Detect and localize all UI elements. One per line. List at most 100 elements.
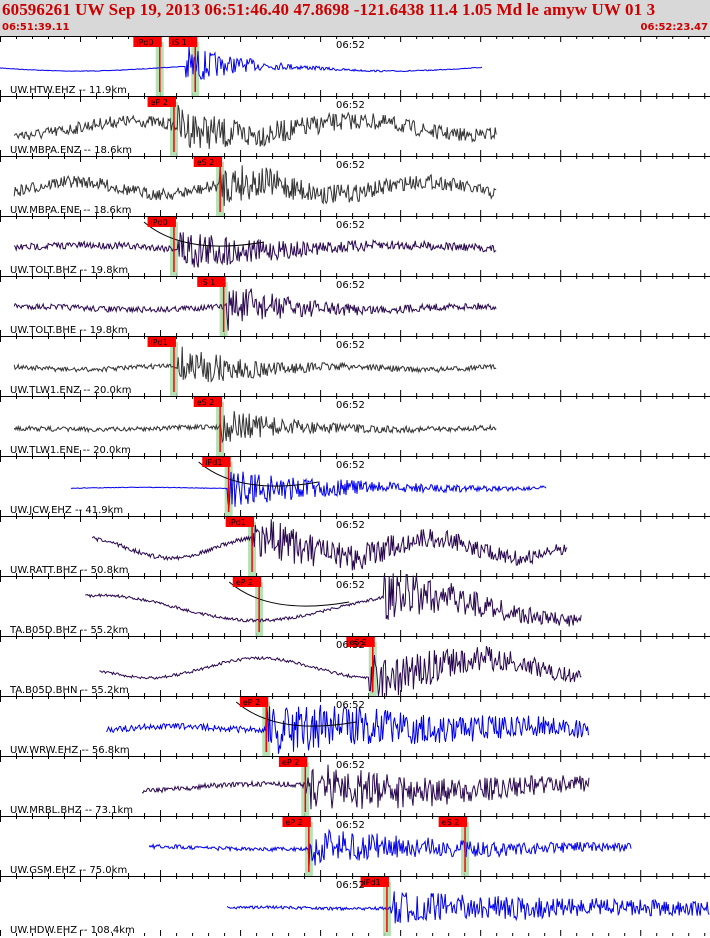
- pick-label-box[interactable]: [133, 37, 162, 47]
- station-label: TA.B05D.BHN -- 55.2km: [9, 685, 129, 696]
- trace-panel[interactable]: eS 2 06:52 UW.TLW1.ENE -- 20.0km: [0, 396, 710, 456]
- event-title: 60596261 UW Sep 19, 2013 06:51:46.40 47.…: [2, 0, 656, 19]
- center-time-label: 06:52: [336, 580, 365, 591]
- pick-label-box[interactable]: [197, 277, 226, 287]
- center-time-label: 06:52: [336, 880, 365, 891]
- pick-label-box[interactable]: [147, 337, 176, 347]
- waveform-trace[interactable]: [13, 346, 497, 383]
- center-time-label: 06:52: [336, 100, 365, 111]
- station-label: UW.WRW.EHZ -- 56.8km: [10, 745, 130, 756]
- pick-label: iS 1: [200, 278, 215, 287]
- trace-panel[interactable]: eP 2 06:52 TA.B05D.BHZ -- 55.2km: [0, 573, 710, 636]
- waveform-trace[interactable]: [85, 573, 582, 627]
- predicted-arrival-curve: [198, 461, 319, 487]
- pick-label: eP 2: [151, 98, 168, 107]
- center-time-label: 06:52: [336, 220, 365, 231]
- predicted-arrival-curve: [228, 581, 350, 607]
- pick-label: eP 2: [285, 818, 302, 827]
- trace-panel[interactable]: eP 2 eS 2 06:52 UW.GSM.EHZ -- 75.0km: [0, 816, 710, 876]
- station-label: TA.B05D.BHZ -- 55.2km: [9, 625, 128, 636]
- station-label: UW.RATT.BHZ -- 50.8km: [10, 565, 128, 576]
- waveform-trace[interactable]: [99, 645, 582, 698]
- seismogram-panel[interactable]: iPd0 iS 1 06:52 UW.HTW.EHZ -- 11.9km eP 2 06:…: [0, 36, 710, 938]
- trace-panel[interactable]: iS 1 06:52 UW.TOLT.BHE -- 19.8km: [0, 276, 710, 336]
- center-time-label: 06:52: [336, 160, 365, 171]
- window-start-time: 06:51:39.11: [2, 22, 70, 33]
- pick-label-box[interactable]: [202, 457, 231, 467]
- center-time-label: 06:52: [336, 400, 365, 411]
- waveform-trace[interactable]: [0, 46, 483, 80]
- station-label: UW.TOLT.BHZ -- 19.8km: [10, 265, 128, 276]
- center-time-label: 06:52: [336, 40, 365, 51]
- pick-label: iS 1: [172, 38, 187, 47]
- pick-label: iPd0: [151, 218, 168, 227]
- trace-panel[interactable]: iPd1 06:52 UW.RATT.BHZ -- 50.8km: [0, 516, 710, 576]
- center-time-label: 06:52: [336, 760, 365, 771]
- center-time-label: 06:52: [336, 640, 365, 651]
- waveform-trace[interactable]: [148, 828, 632, 866]
- trace-panel[interactable]: eS 206:52 TA.B05D.BHN -- 55.2km: [0, 636, 710, 698]
- waveform-trace[interactable]: [70, 471, 547, 508]
- pick-label: eP 2: [236, 578, 253, 587]
- center-time-label: 06:52: [336, 340, 365, 351]
- trace-panel[interactable]: eS 2 06:52 UW.MBPA.ENE -- 18.6km: [0, 156, 710, 216]
- pick-label: iPd1: [229, 518, 246, 527]
- window-end-time: 06:52:23.47: [640, 22, 708, 33]
- pick-label-box[interactable]: [438, 817, 468, 827]
- trace-panel[interactable]: eP 2 06:52 UW.MRBL.BHZ -- 73.1km: [0, 756, 710, 816]
- center-time-label: 06:52: [336, 520, 365, 531]
- trace-panel[interactable]: iPd0 iS 1 06:52 UW.HTW.EHZ -- 11.9km: [0, 36, 710, 96]
- pick-label-box[interactable]: [239, 697, 269, 707]
- pick-label-box[interactable]: [360, 877, 389, 887]
- event-header-bar: 60596261 UW Sep 19, 2013 06:51:46.40 47.…: [0, 0, 710, 36]
- center-time-label: 06:52: [336, 820, 365, 831]
- pick-label: eP 2: [282, 758, 299, 767]
- pick-label-box[interactable]: [168, 37, 198, 47]
- pick-label: iPd1: [205, 458, 222, 467]
- station-label: UW.TLW1.ENE -- 20.0km: [10, 445, 131, 456]
- pick-label-box[interactable]: [225, 517, 255, 527]
- trace-panel[interactable]: iPd1 06:52 UW.JCW.EHZ -- 41.9km: [0, 456, 710, 516]
- waveform-trace[interactable]: [226, 891, 710, 924]
- waveform-trace[interactable]: [13, 232, 497, 268]
- pick-label: eP 2: [243, 698, 260, 707]
- trace-panel[interactable]: iPd1 06:52 UW.TLW1.ENZ -- 20.0km: [0, 336, 710, 396]
- pick-label: iPd1: [151, 338, 168, 347]
- pick-label-box[interactable]: [346, 637, 375, 647]
- waveform-trace[interactable]: [106, 702, 589, 754]
- station-label: UW.MBPA.ENE -- 18.6km: [10, 205, 131, 216]
- pick-label-box[interactable]: [193, 157, 223, 167]
- pick-label-box[interactable]: [147, 217, 176, 227]
- pick-label-box[interactable]: [282, 817, 311, 827]
- pick-label-box[interactable]: [193, 397, 223, 407]
- station-label: UW.GSM.EHZ -- 75.0km: [10, 865, 127, 876]
- waveform-trace[interactable]: [13, 165, 497, 207]
- center-time-label: 06:52: [336, 280, 365, 291]
- center-time-label: 06:52: [336, 700, 365, 711]
- trace-panel[interactable]: eP 2 06:52 UW.WRW.EHZ -- 56.8km: [0, 696, 710, 756]
- pick-label: eS 2: [197, 398, 215, 407]
- waveform-trace[interactable]: [13, 411, 497, 444]
- station-label: UW.TLW1.ENZ -- 20.0km: [10, 385, 131, 396]
- waveform-trace[interactable]: [141, 764, 590, 810]
- pick-label: eS 2: [349, 638, 367, 647]
- predicted-arrival-curve: [235, 701, 357, 727]
- pick-label: iPd1: [364, 878, 381, 887]
- station-label: UW.MRBL.BHZ -- 73.1km: [10, 805, 133, 816]
- pick-label-box[interactable]: [147, 97, 176, 107]
- pick-label: eS 2: [197, 158, 215, 167]
- trace-panel[interactable]: iPd0 06:52 UW.TOLT.BHZ -- 19.8km: [0, 216, 710, 276]
- trace-panel[interactable]: eP 2 06:52 UW.MBPA.ENZ -- 18.6km: [0, 96, 710, 156]
- pick-label: iPd0: [136, 38, 153, 47]
- pick-label-box[interactable]: [232, 577, 262, 587]
- station-label: UW.HTW.EHZ -- 11.9km: [10, 85, 127, 96]
- waveform-trace[interactable]: [13, 288, 497, 331]
- station-label: UW.HDW.EHZ -- 108.4km: [10, 925, 135, 936]
- station-label: UW.TOLT.BHE -- 19.8km: [10, 325, 128, 336]
- station-label: UW.MBPA.ENZ -- 18.6km: [10, 145, 132, 156]
- pick-label-box[interactable]: [278, 757, 308, 767]
- waveform-trace[interactable]: [91, 519, 568, 571]
- waveform-trace[interactable]: [13, 104, 497, 149]
- pick-label: eS 2: [442, 818, 460, 827]
